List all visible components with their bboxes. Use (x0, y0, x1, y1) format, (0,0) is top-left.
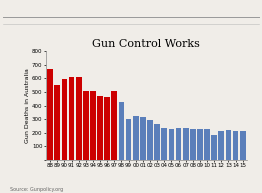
Bar (62, 79, 67, 160)
Bar (183, 128, 188, 160)
Bar (226, 130, 231, 160)
Bar (97, 96, 103, 160)
Text: Source: Gunpolicy.org: Source: Gunpolicy.org (10, 187, 64, 192)
Bar (211, 135, 217, 160)
Bar (176, 128, 181, 160)
Bar (240, 131, 245, 160)
Y-axis label: Gun Deaths in Australia: Gun Deaths in Australia (25, 68, 30, 143)
Bar (197, 129, 203, 160)
Bar (168, 129, 174, 160)
Bar (54, 85, 60, 160)
Bar (104, 97, 110, 160)
Bar (76, 77, 81, 160)
Bar (219, 131, 224, 160)
Bar (204, 129, 210, 160)
Bar (47, 69, 53, 160)
Bar (111, 91, 117, 160)
Bar (133, 116, 139, 160)
Bar (126, 119, 132, 160)
Bar (90, 91, 96, 160)
Bar (69, 77, 74, 160)
Bar (147, 120, 153, 160)
Bar (161, 128, 167, 160)
Bar (154, 124, 160, 160)
Title: Gun Control Works: Gun Control Works (92, 39, 200, 49)
Bar (233, 131, 238, 160)
Bar (140, 117, 146, 160)
Bar (83, 91, 89, 160)
Bar (190, 129, 196, 160)
Bar (119, 102, 124, 160)
